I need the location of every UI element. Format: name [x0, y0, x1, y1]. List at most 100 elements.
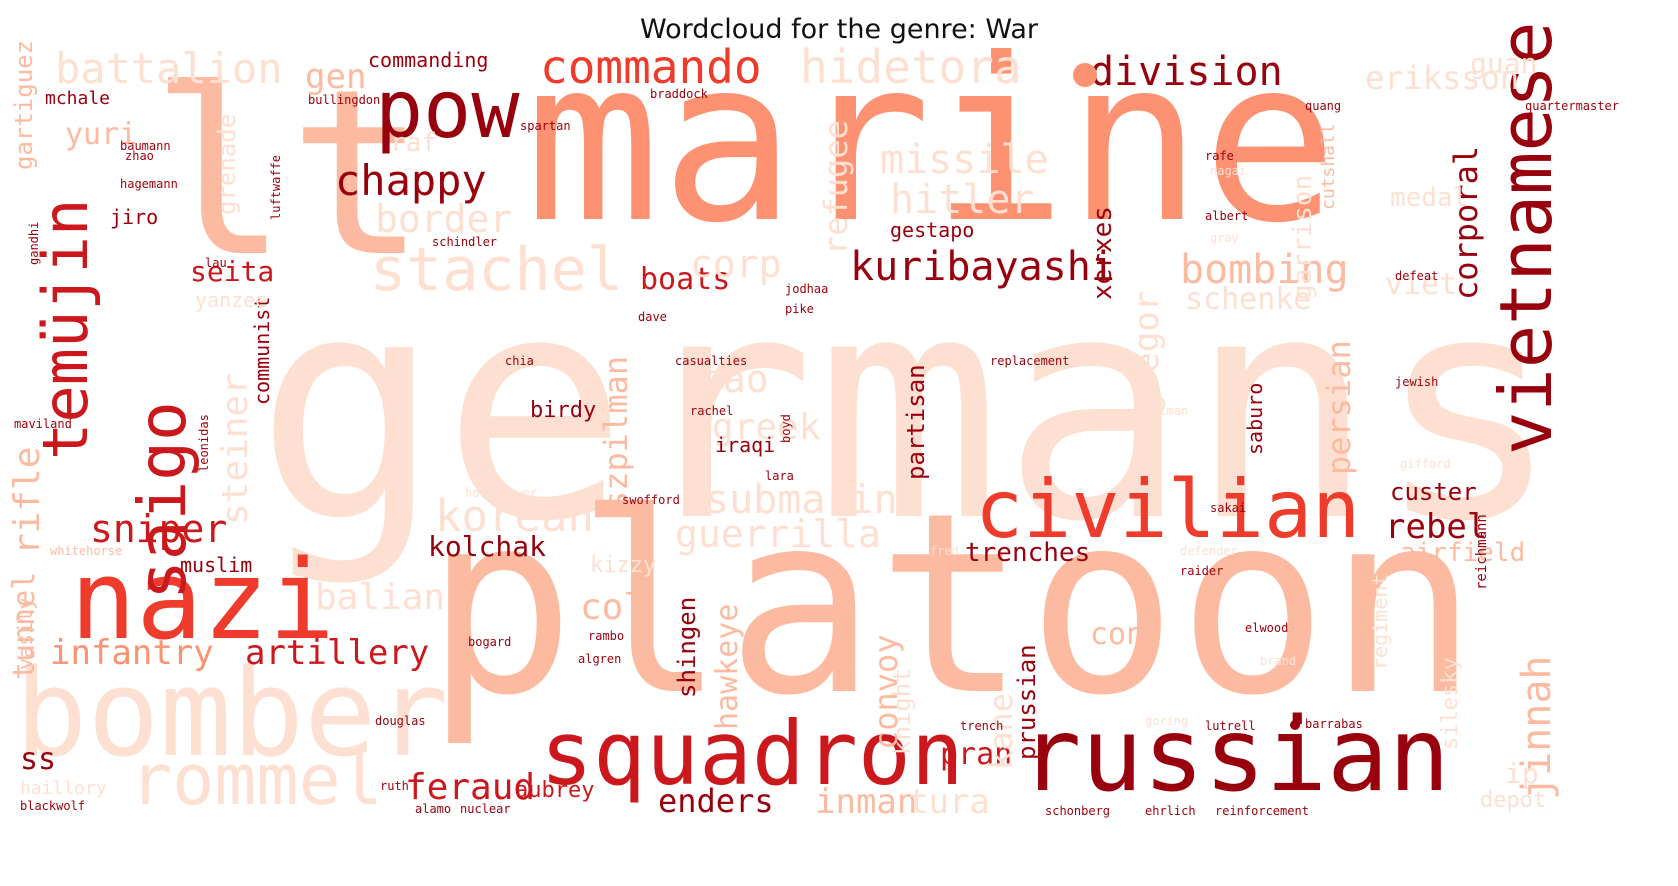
word-douglas: douglas [375, 714, 426, 728]
word-rebel: rebel [1385, 507, 1488, 547]
word-gray: gray [1210, 231, 1239, 245]
word-hornblower: hornblower [465, 486, 538, 500]
word-reinforcement: reinforcement [1215, 804, 1309, 818]
word-vasily: vasily [13, 597, 37, 670]
word-lau: lau [205, 256, 227, 270]
word-hidetora: hidetora [800, 40, 1022, 94]
word-shingen: shingen [673, 596, 701, 698]
word-jodhaa: jodhaa [785, 282, 829, 296]
word-sniper: sniper [90, 507, 228, 551]
word-missile: missile [880, 137, 1049, 183]
word-airfield: airfield [1400, 538, 1526, 568]
word-tura: tura [908, 782, 990, 822]
word-refugee: refugee [817, 120, 855, 255]
word-lt: lt [150, 41, 427, 308]
word-kizzy: kizzy [590, 553, 657, 578]
word-spartan: spartan [520, 119, 571, 133]
word-marine: marine [525, 11, 1338, 273]
word-sakai: sakai [1210, 501, 1247, 515]
word-partisan: partisan [902, 364, 930, 480]
word-cong: cong [1090, 617, 1163, 652]
word-lutrell: lutrell [1205, 719, 1256, 733]
word-schindler: schindler [432, 235, 498, 249]
word-algren: algren [578, 652, 622, 666]
word-maviland: maviland [14, 417, 72, 431]
word-regiment: regiment [1368, 573, 1392, 670]
cloud-dot-0 [1073, 63, 1097, 87]
word-steiner: steiner [215, 373, 256, 525]
word-goring: goring [1145, 714, 1189, 728]
word-raf: raf [390, 128, 437, 158]
word-nuclear: nuclear [460, 802, 511, 816]
cloud-dot-1 [1290, 720, 1300, 730]
word-yuri: yuri [65, 117, 138, 152]
word-gen: gen [305, 57, 367, 97]
word-gartiguez: gartiguez [10, 39, 38, 170]
word-boyd: boyd [779, 414, 793, 443]
word-jiro: jiro [110, 205, 159, 229]
word-guan: guan [1470, 47, 1538, 80]
word-macgregor: macgregor [1127, 290, 1167, 475]
word-haillory: haillory [20, 778, 107, 799]
word-ruth: ruth [380, 779, 409, 793]
word-rafe: rafe [1205, 149, 1234, 163]
word-eriksson: eriksson [1365, 59, 1520, 97]
word-gestapo: gestapo [890, 218, 975, 242]
chart-title: Wordcloud for the genre: War [640, 14, 1038, 45]
word-rifle: rifle [7, 446, 48, 555]
word-squadron: squadron [540, 702, 964, 805]
word-rachel: rachel [690, 404, 734, 418]
word-birdy: birdy [530, 398, 597, 423]
word-viet: viet [1385, 267, 1458, 302]
word-elwood: elwood [1245, 621, 1289, 635]
word-civilian: civilian [975, 463, 1361, 556]
word-seita: seita [190, 255, 275, 288]
word-jewish: jewish [1395, 375, 1439, 389]
word-ip: ip [1505, 757, 1539, 790]
word-defender: defender [1180, 544, 1238, 558]
word-gifford: gifford [1400, 457, 1451, 471]
word-battalion: battalion [55, 44, 283, 93]
word-enders: enders [658, 782, 774, 820]
word-replacement: replacement [990, 354, 1070, 368]
word-division: division [1090, 49, 1283, 95]
word-balian: balian [315, 577, 446, 618]
word-border: border [375, 197, 513, 241]
word-silesky: silesky [1438, 657, 1463, 750]
word-reichmann: reichmann [1474, 514, 1490, 590]
word-col: col [580, 587, 646, 628]
word-whitehorse: whitehorse [50, 544, 123, 558]
word-boats: boats [640, 262, 731, 297]
word-pran: pran [940, 737, 1013, 772]
word-yanzee: yanzee [195, 288, 268, 312]
word-braddock: braddock [650, 87, 708, 101]
word-dave: dave [638, 310, 667, 324]
word-corp: corp [690, 242, 782, 286]
word-mchale: mchale [45, 88, 111, 109]
word-artillery: artillery [245, 633, 430, 673]
word-communist: communist [250, 296, 274, 405]
word-commando: commando [540, 40, 762, 94]
word-schonberg: schonberg [1045, 804, 1111, 818]
word-quartermaster: quartermaster [1525, 99, 1619, 113]
word-knight: knight [888, 668, 916, 755]
word-baumann: baumann [120, 139, 171, 153]
word-blackwolf: blackwolf [20, 799, 86, 813]
word-bombing: bombing [1180, 247, 1349, 293]
word-muslim: muslim [180, 553, 253, 577]
word-depot: depot [1480, 788, 1547, 813]
word-submarine: submarine [705, 477, 922, 523]
word-custer: custer [1390, 478, 1477, 506]
word-xerxes: xerxes [1088, 206, 1118, 300]
word-nagai: nagai [1210, 164, 1247, 178]
word-brand: brand [1260, 654, 1297, 668]
word-korean: korean [435, 491, 594, 542]
word-cutshall: cutshall [1318, 123, 1339, 210]
word-kuribayashi: kuribayashi [850, 244, 1115, 290]
word-nazi: nazi [70, 536, 335, 664]
word-cao: cao [700, 357, 769, 401]
word-bomber: bomber [15, 645, 449, 784]
word-infantry: infantry [50, 633, 214, 673]
word-saburo: saburo [1243, 382, 1267, 455]
word-ehrlich: ehrlich [1145, 804, 1196, 818]
